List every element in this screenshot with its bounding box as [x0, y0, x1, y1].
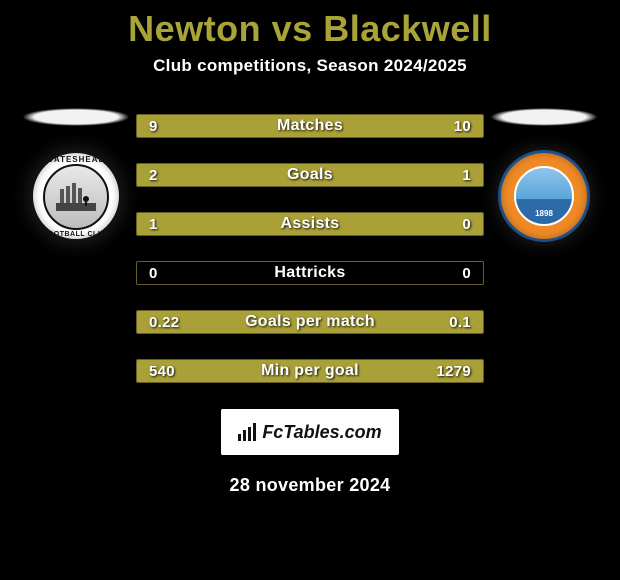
- stat-value-right: 0.1: [449, 314, 471, 331]
- crest-right-year: 1898: [535, 209, 553, 218]
- stat-label: Goals per match: [137, 313, 483, 331]
- crest-left-bottom-text: FOOTBALL CLUB: [43, 231, 109, 238]
- stat-label: Matches: [137, 117, 483, 135]
- crest-left-top-text: GATESHEAD: [47, 155, 106, 164]
- stat-value-right: 0: [462, 265, 471, 282]
- watermark: FcTables.com: [221, 409, 399, 455]
- stat-value-right: 10: [454, 118, 471, 135]
- watermark-text: FcTables.com: [262, 422, 381, 443]
- player-right-column: 1898: [484, 108, 604, 242]
- stat-value-right: 1: [462, 167, 471, 184]
- stat-label: Goals: [137, 166, 483, 184]
- watermark-icon: [238, 423, 256, 441]
- stat-value-right: 0: [462, 216, 471, 233]
- date-text: 28 november 2024: [0, 475, 620, 496]
- content-root: Newton vs Blackwell Club competitions, S…: [0, 0, 620, 580]
- watermark-mini-bar: [238, 434, 241, 441]
- stat-bar: 0Hattricks0: [136, 261, 484, 285]
- watermark-mini-bar: [253, 423, 256, 441]
- stat-label: Assists: [137, 215, 483, 233]
- player-left-column: GATESHEAD FOOTBALL CLUB: [16, 108, 136, 242]
- stat-value-right: 1279: [436, 363, 471, 380]
- crest-right-inner: 1898: [514, 166, 574, 226]
- page-title: Newton vs Blackwell: [0, 8, 620, 50]
- stat-bar: 9Matches10: [136, 114, 484, 138]
- stat-bar: 540Min per goal1279: [136, 359, 484, 383]
- club-crest-right: 1898: [498, 150, 590, 242]
- stat-bar: 2Goals1: [136, 163, 484, 187]
- club-crest-left: GATESHEAD FOOTBALL CLUB: [30, 150, 122, 242]
- stat-bars: 9Matches102Goals11Assists00Hattricks00.2…: [136, 114, 484, 383]
- comparison-body: GATESHEAD FOOTBALL CLUB 9Matches102Goal: [0, 114, 620, 383]
- stat-label: Hattricks: [137, 264, 483, 282]
- stat-label: Min per goal: [137, 362, 483, 380]
- stat-bar: 1Assists0: [136, 212, 484, 236]
- page-subtitle: Club competitions, Season 2024/2025: [0, 56, 620, 76]
- player-right-shadow: [490, 108, 598, 126]
- crest-left-inner: [43, 164, 109, 230]
- stat-bar: 0.22Goals per match0.1: [136, 310, 484, 334]
- watermark-mini-bar: [243, 430, 246, 441]
- watermark-mini-bar: [248, 427, 251, 441]
- crest-left-icon: [56, 183, 96, 211]
- player-left-shadow: [22, 108, 130, 126]
